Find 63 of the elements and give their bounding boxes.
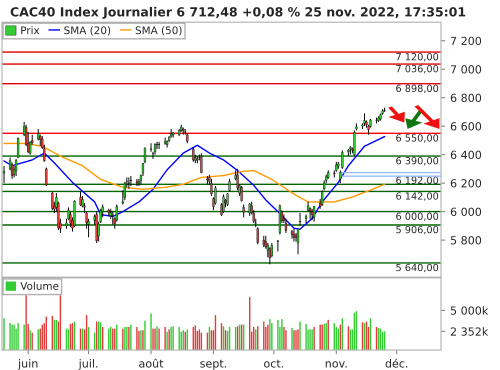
legend-label: SMA (20) <box>64 26 110 36</box>
candlestick <box>45 166 48 186</box>
x-tick-label: août <box>139 358 164 368</box>
candlestick <box>200 152 202 174</box>
candlestick <box>226 192 229 206</box>
legend-label: Volume <box>20 282 58 290</box>
candlestick <box>130 176 132 186</box>
y-tick-label: 6 800 <box>450 94 482 102</box>
candlestick <box>339 170 342 184</box>
y-tick-label: 6 600 <box>450 122 482 131</box>
candlestick <box>298 212 302 226</box>
x-tick-label: nov. <box>326 361 347 368</box>
ref-line-label: 6 898,00 <box>396 84 438 94</box>
candlestick <box>69 211 72 228</box>
ref-line-label: 6 390,00 <box>396 157 438 166</box>
x-tick-label: juil. <box>78 359 98 370</box>
candlestick <box>154 142 156 156</box>
y-tick-label: 6 000 <box>450 208 482 216</box>
candlestick <box>256 226 259 245</box>
ref-line-label: 7 120,00 <box>396 53 438 62</box>
x-tick-label: oct. <box>264 360 284 368</box>
ref-line-label: 5 640,00 <box>396 264 438 272</box>
ref-line-label: 6 550,00 <box>396 134 438 143</box>
y-tick-label: 5 800 <box>450 236 482 244</box>
legend-label: Prix <box>21 26 40 34</box>
chart-title: CAC40 Index Journalier 6 712,48 +0,08 % 25 nov. 2022, 17:35:01 <box>10 6 466 19</box>
x-tick-label: juin <box>18 359 38 370</box>
x-tick-label: déc. <box>386 358 408 368</box>
candlestick <box>262 235 265 248</box>
candlestick <box>14 158 18 176</box>
candlestick <box>2 166 6 184</box>
candlestick <box>242 204 245 218</box>
candlestick <box>124 181 126 201</box>
candlestick <box>228 178 231 192</box>
candlestick <box>79 191 82 206</box>
candlestick <box>363 112 366 127</box>
ref-line-label: 7 036,00 <box>396 65 438 74</box>
y-tick-label: 6 400 <box>450 150 482 160</box>
legend-label: SMA (50) <box>136 26 182 36</box>
candlestick <box>341 150 344 170</box>
candlestick <box>268 246 271 265</box>
ref-line-label: 6 000,00 <box>396 212 438 221</box>
y-tick-label: 6 200 <box>450 179 482 188</box>
candlestick <box>222 194 225 214</box>
y-tick-label: 7 200 <box>450 36 482 46</box>
candlestick <box>311 208 314 221</box>
candlestick <box>240 185 243 202</box>
y-tick-label: 2 352k <box>450 327 488 336</box>
candlestick <box>192 147 194 162</box>
y-tick-label: 5 000k <box>450 306 488 315</box>
candlestick <box>321 190 324 206</box>
candlestick <box>284 218 288 234</box>
ref-line-label: 5 906,00 <box>396 226 438 234</box>
x-tick-label: sept. <box>200 360 226 370</box>
ref-line-label: 6 142,00 <box>396 192 438 201</box>
y-tick-label: 7 000 <box>450 65 482 74</box>
candlestick <box>51 191 54 211</box>
ref-line-label: 6 192,00 <box>396 176 438 185</box>
candlestick <box>186 132 188 144</box>
candlestick <box>16 137 20 159</box>
candlestick <box>276 240 279 252</box>
candlestick <box>313 205 316 222</box>
candlestick <box>353 130 356 157</box>
